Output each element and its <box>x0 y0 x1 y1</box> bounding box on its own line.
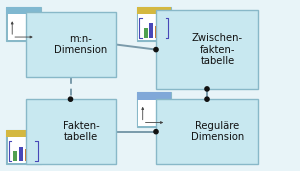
Ellipse shape <box>68 97 73 101</box>
FancyBboxPatch shape <box>6 130 40 164</box>
Ellipse shape <box>154 130 158 134</box>
FancyBboxPatch shape <box>6 7 40 14</box>
Text: Fakten-
tabelle: Fakten- tabelle <box>63 121 99 142</box>
FancyBboxPatch shape <box>136 7 171 14</box>
FancyBboxPatch shape <box>6 7 40 41</box>
Ellipse shape <box>205 87 209 91</box>
FancyBboxPatch shape <box>8 14 39 40</box>
Text: Zwischen-
fakten-
tabelle: Zwischen- fakten- tabelle <box>192 33 243 66</box>
FancyBboxPatch shape <box>26 99 116 164</box>
Ellipse shape <box>154 48 158 52</box>
Bar <box>25 149 29 161</box>
FancyBboxPatch shape <box>136 92 171 100</box>
Bar <box>19 147 23 161</box>
FancyBboxPatch shape <box>156 10 258 89</box>
Bar <box>149 23 154 38</box>
FancyBboxPatch shape <box>138 14 169 40</box>
Bar <box>161 21 165 38</box>
Bar <box>31 144 34 161</box>
FancyBboxPatch shape <box>26 12 116 77</box>
FancyBboxPatch shape <box>138 100 169 126</box>
Bar <box>13 151 17 161</box>
Bar <box>144 28 148 38</box>
FancyBboxPatch shape <box>136 92 171 127</box>
Ellipse shape <box>205 97 209 101</box>
FancyBboxPatch shape <box>6 130 40 137</box>
FancyBboxPatch shape <box>8 137 39 163</box>
Bar <box>155 26 159 38</box>
Text: m:n-
Dimension: m:n- Dimension <box>54 34 108 55</box>
Text: Reguläre
Dimension: Reguläre Dimension <box>191 121 244 142</box>
FancyBboxPatch shape <box>136 7 171 41</box>
FancyBboxPatch shape <box>156 99 258 164</box>
